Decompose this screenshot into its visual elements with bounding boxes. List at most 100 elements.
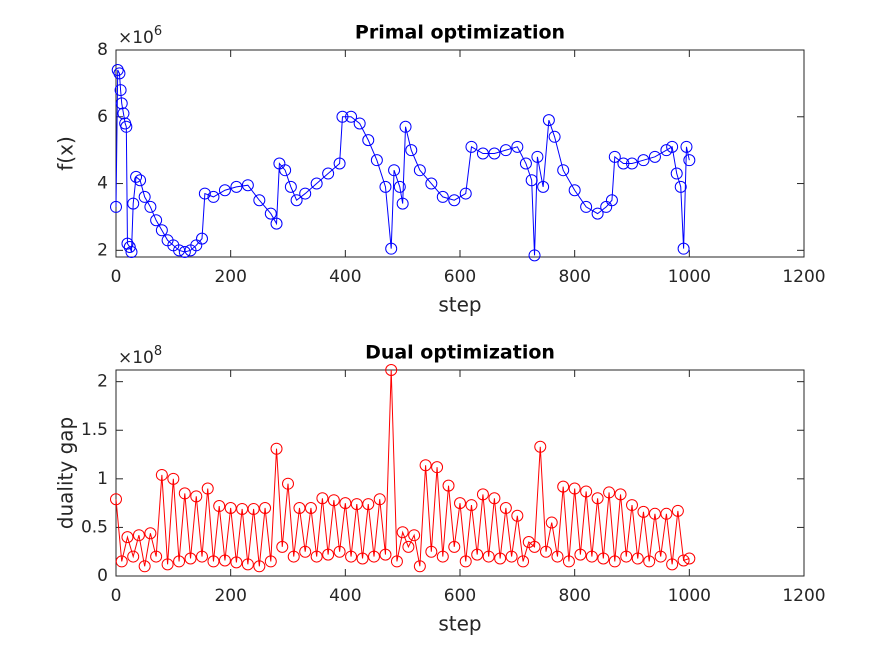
data-marker — [436, 550, 449, 563]
data-marker — [568, 184, 581, 197]
data-marker — [190, 490, 203, 503]
data-marker — [218, 554, 231, 567]
data-marker — [545, 516, 558, 529]
data-marker — [631, 552, 644, 565]
data-marker — [198, 187, 211, 200]
x-tick-label: 0 — [111, 267, 122, 287]
data-marker — [465, 140, 478, 153]
data-marker — [517, 555, 530, 568]
data-marker — [683, 552, 696, 565]
data-marker — [505, 550, 518, 563]
multiplier-exponent: 8 — [154, 344, 162, 359]
data-marker — [150, 214, 163, 227]
x-tick-label: 200 — [214, 586, 246, 606]
data-marker — [230, 556, 243, 569]
data-marker — [425, 545, 438, 558]
data-marker — [413, 164, 426, 177]
data-marker — [482, 550, 495, 563]
data-marker — [499, 144, 512, 157]
data-marker — [264, 207, 277, 220]
y-tick-label: 0.5 — [81, 517, 108, 537]
data-marker — [551, 550, 564, 563]
data-marker — [333, 157, 346, 170]
data-marker — [603, 486, 616, 499]
data-marker — [356, 552, 369, 565]
data-marker — [488, 147, 501, 160]
data-marker — [666, 558, 679, 571]
data-marker — [207, 555, 220, 568]
data-marker — [471, 548, 484, 561]
data-marker — [388, 164, 401, 177]
x-axis-label: step — [438, 612, 481, 636]
data-marker — [241, 179, 254, 192]
data-marker — [557, 164, 570, 177]
data-marker — [448, 194, 461, 207]
data-marker — [155, 224, 168, 237]
data-marker — [637, 154, 650, 167]
multiplier-base: ×10 — [118, 348, 154, 368]
y-axis-label: duality gap — [54, 417, 78, 529]
data-marker — [591, 207, 604, 220]
data-marker — [548, 130, 561, 143]
data-marker — [368, 550, 380, 563]
data-marker — [534, 440, 547, 453]
data-marker — [110, 493, 122, 506]
data-marker — [542, 114, 555, 127]
x-tick-label: 1200 — [782, 586, 825, 606]
data-marker — [310, 550, 323, 563]
data-marker — [626, 157, 638, 170]
data-marker — [405, 144, 418, 157]
data-marker — [660, 507, 673, 520]
data-marker — [605, 194, 618, 207]
y-tick-label: 8 — [97, 40, 108, 60]
data-marker — [155, 468, 168, 481]
data-marker — [279, 164, 292, 177]
data-marker — [671, 504, 684, 517]
data-marker — [528, 249, 541, 262]
data-marker — [666, 140, 679, 153]
data-marker — [114, 84, 127, 97]
data-marker — [379, 180, 392, 193]
data-marker — [528, 540, 541, 553]
data-marker — [399, 120, 412, 133]
data-marker — [138, 190, 151, 203]
data-marker — [304, 501, 317, 514]
data-marker — [465, 499, 478, 512]
data-marker — [531, 150, 544, 163]
data-marker — [448, 540, 461, 553]
data-marker — [419, 459, 432, 472]
data-marker — [385, 242, 398, 255]
data-marker — [519, 157, 532, 170]
data-marker — [459, 187, 472, 200]
data-marker — [454, 497, 466, 510]
data-marker — [494, 552, 507, 565]
data-marker — [614, 488, 627, 501]
data-marker — [408, 529, 421, 542]
data-marker — [617, 157, 630, 170]
x-tick-label: 400 — [329, 267, 361, 287]
data-marker — [282, 477, 294, 490]
data-marker — [413, 560, 426, 573]
data-marker — [110, 200, 122, 213]
data-marker — [580, 485, 593, 498]
data-marker — [113, 67, 126, 80]
data-marker — [396, 197, 409, 210]
data-marker — [253, 560, 266, 573]
data-marker — [336, 110, 349, 123]
data-marker — [310, 177, 323, 190]
data-marker — [218, 184, 231, 197]
data-marker — [643, 555, 656, 568]
data-marker — [670, 167, 683, 180]
data-marker — [270, 442, 283, 455]
data-marker — [637, 505, 650, 518]
x-tick-label: 800 — [558, 586, 590, 606]
data-marker — [115, 555, 128, 568]
data-marker — [585, 550, 598, 563]
data-marker — [213, 500, 226, 513]
data-marker — [511, 140, 524, 153]
data-marker — [287, 550, 300, 563]
data-marker — [580, 200, 593, 213]
data-marker — [674, 180, 687, 193]
data-marker — [284, 180, 297, 193]
